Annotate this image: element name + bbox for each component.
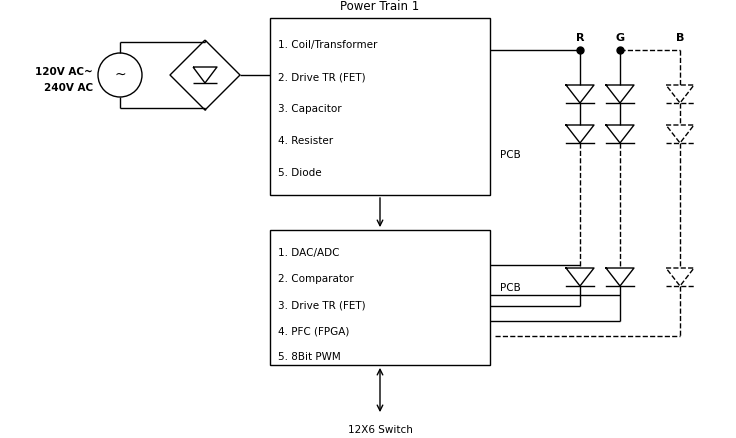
Text: 2. Comparator: 2. Comparator xyxy=(278,274,354,284)
Text: 4. PFC (FPGA): 4. PFC (FPGA) xyxy=(278,326,350,336)
Text: PCB: PCB xyxy=(500,283,521,293)
Text: 4. Resister: 4. Resister xyxy=(278,136,333,146)
Text: 1. Coil/Transformer: 1. Coil/Transformer xyxy=(278,40,378,50)
Text: Power Train 1: Power Train 1 xyxy=(340,0,420,13)
Text: ~: ~ xyxy=(114,68,126,82)
Text: 5. 8Bit PWM: 5. 8Bit PWM xyxy=(278,352,341,362)
Text: 12X6 Switch: 12X6 Switch xyxy=(347,425,412,435)
Text: 3. Capacitor: 3. Capacitor xyxy=(278,104,342,114)
Text: 120V AC~: 120V AC~ xyxy=(35,67,93,77)
Text: PCB: PCB xyxy=(500,150,521,160)
Bar xyxy=(270,18,490,195)
Text: R: R xyxy=(576,33,584,43)
Text: 1. DAC/ADC: 1. DAC/ADC xyxy=(278,248,339,258)
Text: 5. Diode: 5. Diode xyxy=(278,168,322,178)
Bar xyxy=(270,230,490,365)
Text: 3. Drive TR (FET): 3. Drive TR (FET) xyxy=(278,300,366,310)
Text: G: G xyxy=(615,33,625,43)
Text: 2. Drive TR (FET): 2. Drive TR (FET) xyxy=(278,72,366,82)
Text: 240V AC: 240V AC xyxy=(44,83,93,93)
Text: B: B xyxy=(676,33,684,43)
